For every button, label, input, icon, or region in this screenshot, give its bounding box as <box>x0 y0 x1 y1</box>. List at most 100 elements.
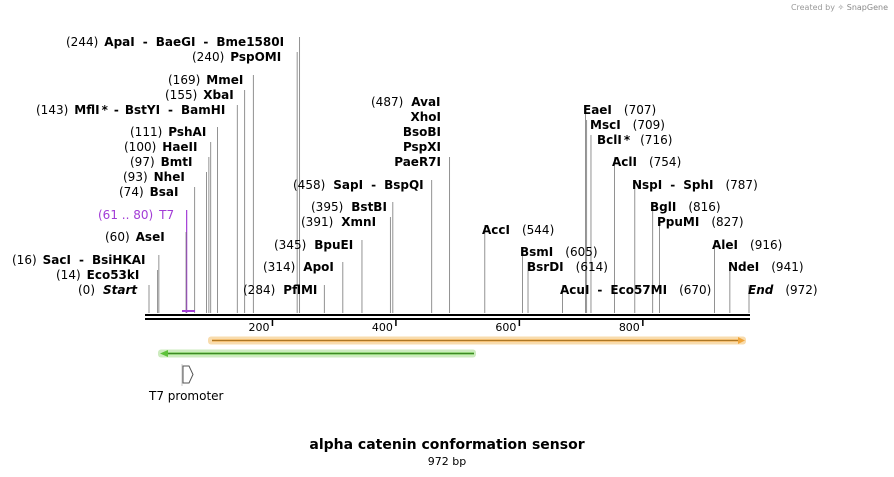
sequence-length: 972 bp <box>427 455 467 468</box>
site-pos: (74) <box>119 185 144 199</box>
site-pos: (670) <box>679 283 711 297</box>
site-xmni[interactable]: (391) XmnI <box>301 215 376 229</box>
site-pos: (143) <box>36 103 68 117</box>
site-pspxi[interactable]: PspXI <box>403 140 441 154</box>
site-name: PflMI <box>283 283 317 297</box>
site-name: SacI <box>43 253 71 267</box>
svg-text:(60)AseI: (60) AseI <box>105 230 165 244</box>
svg-text:(284)PflMI: (284) PflMI <box>243 283 317 297</box>
site-bcli[interactable]: BclI * (716) <box>597 133 672 147</box>
site-name: SapI <box>333 178 363 192</box>
svg-text:PpuMI(827): PpuMI (827) <box>657 215 744 229</box>
site-alei[interactable]: AleI (916) <box>712 238 782 252</box>
svg-text:BsoBI: BsoBI <box>403 125 441 139</box>
site-pos: (787) <box>725 178 757 192</box>
site-name: BsmI <box>520 245 553 259</box>
site-avai[interactable]: (487) AvaI <box>371 95 441 109</box>
credit-prefix: Created by <box>790 3 835 12</box>
svg-text:(97)BmtI: (97) BmtI <box>130 155 193 169</box>
svg-text:(111)PshAI: (111) PshAI <box>130 125 206 139</box>
svg-text:(169)MmeI: (169) MmeI <box>168 73 243 87</box>
site-pos: (240) <box>192 50 224 64</box>
site-pos: (487) <box>371 95 403 109</box>
site-name: PshAI <box>168 125 206 139</box>
site-pshai[interactable]: (111) PshAI <box>130 125 206 139</box>
site-name: BspQI <box>384 178 424 192</box>
site-pos: (816) <box>688 200 720 214</box>
site-pos: (716) <box>640 133 672 147</box>
site-bsmi[interactable]: BsmI (605) <box>520 245 598 259</box>
site-mmei[interactable]: (169) MmeI <box>168 73 243 87</box>
site-nspi[interactable]: NspI - SphI (787) <box>632 178 758 192</box>
site-bmti[interactable]: (97) BmtI <box>130 155 193 169</box>
site-eaei[interactable]: EaeI (707) <box>583 103 656 117</box>
snapgene-logo-icon: ✧ <box>837 3 845 12</box>
site-bstbi[interactable]: (395) BstBI <box>311 200 387 214</box>
site-asei[interactable]: (60) AseI <box>105 230 165 244</box>
site-name: MscI <box>590 118 621 132</box>
site-bsai[interactable]: (74) BsaI <box>119 185 179 199</box>
svg-text:BclI*(716): BclI * (716) <box>597 133 672 147</box>
site-name: End <box>748 283 774 297</box>
site-start[interactable]: (0) Start <box>78 283 138 297</box>
site-nhei[interactable]: (93) NheI <box>123 170 185 184</box>
site-name: BaeGI <box>156 35 196 49</box>
site-bpuei[interactable]: (345) BpuEI <box>274 238 353 252</box>
site-saci[interactable]: (16) SacI - BsiHKAI <box>12 253 145 267</box>
site-pos: (0) <box>78 283 95 297</box>
site-name: NheI <box>154 170 185 184</box>
site-pos: (458) <box>293 178 325 192</box>
site-name: MflI <box>74 103 99 117</box>
map-title: alpha catenin conformation sensor <box>309 437 585 453</box>
svg-text:(391)XmnI: (391) XmnI <box>301 215 376 229</box>
site-apai[interactable]: (244) ApaI - BaeGI - Bme1580I <box>66 35 284 49</box>
site-name: AvaI <box>411 95 440 109</box>
site-end[interactable]: End (972) <box>748 283 818 297</box>
site-t7[interactable]: (61 .. 80) T7 <box>98 208 174 222</box>
site-haeii[interactable]: (100) HaeII <box>124 140 198 154</box>
site-bgli[interactable]: BglI (816) <box>650 200 721 214</box>
site-name: BamHI <box>181 103 225 117</box>
svg-text:(155)XbaI: (155) XbaI <box>165 88 234 102</box>
site-pos: (941) <box>771 260 803 274</box>
svg-text:(74)BsaI: (74) BsaI <box>119 185 179 199</box>
site-acci[interactable]: AccI (544) <box>482 223 554 237</box>
site-acui[interactable]: AcuI - Eco57MI (670) <box>560 283 711 297</box>
site-name: AccI <box>482 223 510 237</box>
site-pos: (111) <box>130 125 162 139</box>
orange-feature-arrow[interactable] <box>208 336 746 345</box>
site-msci[interactable]: MscI (709) <box>590 118 665 132</box>
svg-text:(240)PspOMI: (240) PspOMI <box>192 50 281 64</box>
site-ppumi[interactable]: PpuMI (827) <box>657 215 744 229</box>
site-ndei[interactable]: NdeI (941) <box>728 260 804 274</box>
site-pspomi[interactable]: (240) PspOMI <box>192 50 281 64</box>
green-feature-arrow[interactable] <box>158 349 476 358</box>
site-name: XmnI <box>341 215 376 229</box>
site-xhoi[interactable]: XhoI <box>410 110 441 124</box>
site-name: ApoI <box>303 260 334 274</box>
site-sapi[interactable]: (458) SapI - BspQI <box>293 178 424 192</box>
site-name: AleI <box>712 238 738 252</box>
t7-promoter-icon[interactable] <box>181 364 194 386</box>
site-pos: (14) <box>56 268 81 282</box>
site-xbai[interactable]: (155) XbaI <box>165 88 234 102</box>
site-name: BstYI <box>125 103 160 117</box>
site-name: SphI <box>683 178 713 192</box>
site-eco53ki[interactable]: (14) Eco53kI <box>56 268 139 282</box>
site-name: Eco57MI <box>610 283 667 297</box>
ruler-tick-label: 800 <box>619 321 640 334</box>
svg-text:AclI(754): AclI (754) <box>612 155 681 169</box>
site-pflmi[interactable]: (284) PflMI <box>243 283 317 297</box>
site-mfli[interactable]: (143) MflI * - BstYI - BamHI <box>36 103 225 117</box>
site-bsrdi[interactable]: BsrDI (614) <box>527 260 608 274</box>
svg-text:BsmI(605): BsmI (605) <box>520 245 598 259</box>
site-bsobi[interactable]: BsoBI <box>403 125 441 139</box>
site-name: ApaI <box>104 35 134 49</box>
site-acli[interactable]: AclI (754) <box>612 155 681 169</box>
site-apoi[interactable]: (314) ApoI <box>263 260 334 274</box>
site-paer7i[interactable]: PaeR7I <box>394 155 441 169</box>
site-name: EaeI <box>583 103 612 117</box>
site-name: MmeI <box>206 73 243 87</box>
site-name: NspI <box>632 178 662 192</box>
svg-text:(143)MflI*-BstYI-BamHI: (143) MflI * - BstYI - BamHI <box>36 103 225 117</box>
